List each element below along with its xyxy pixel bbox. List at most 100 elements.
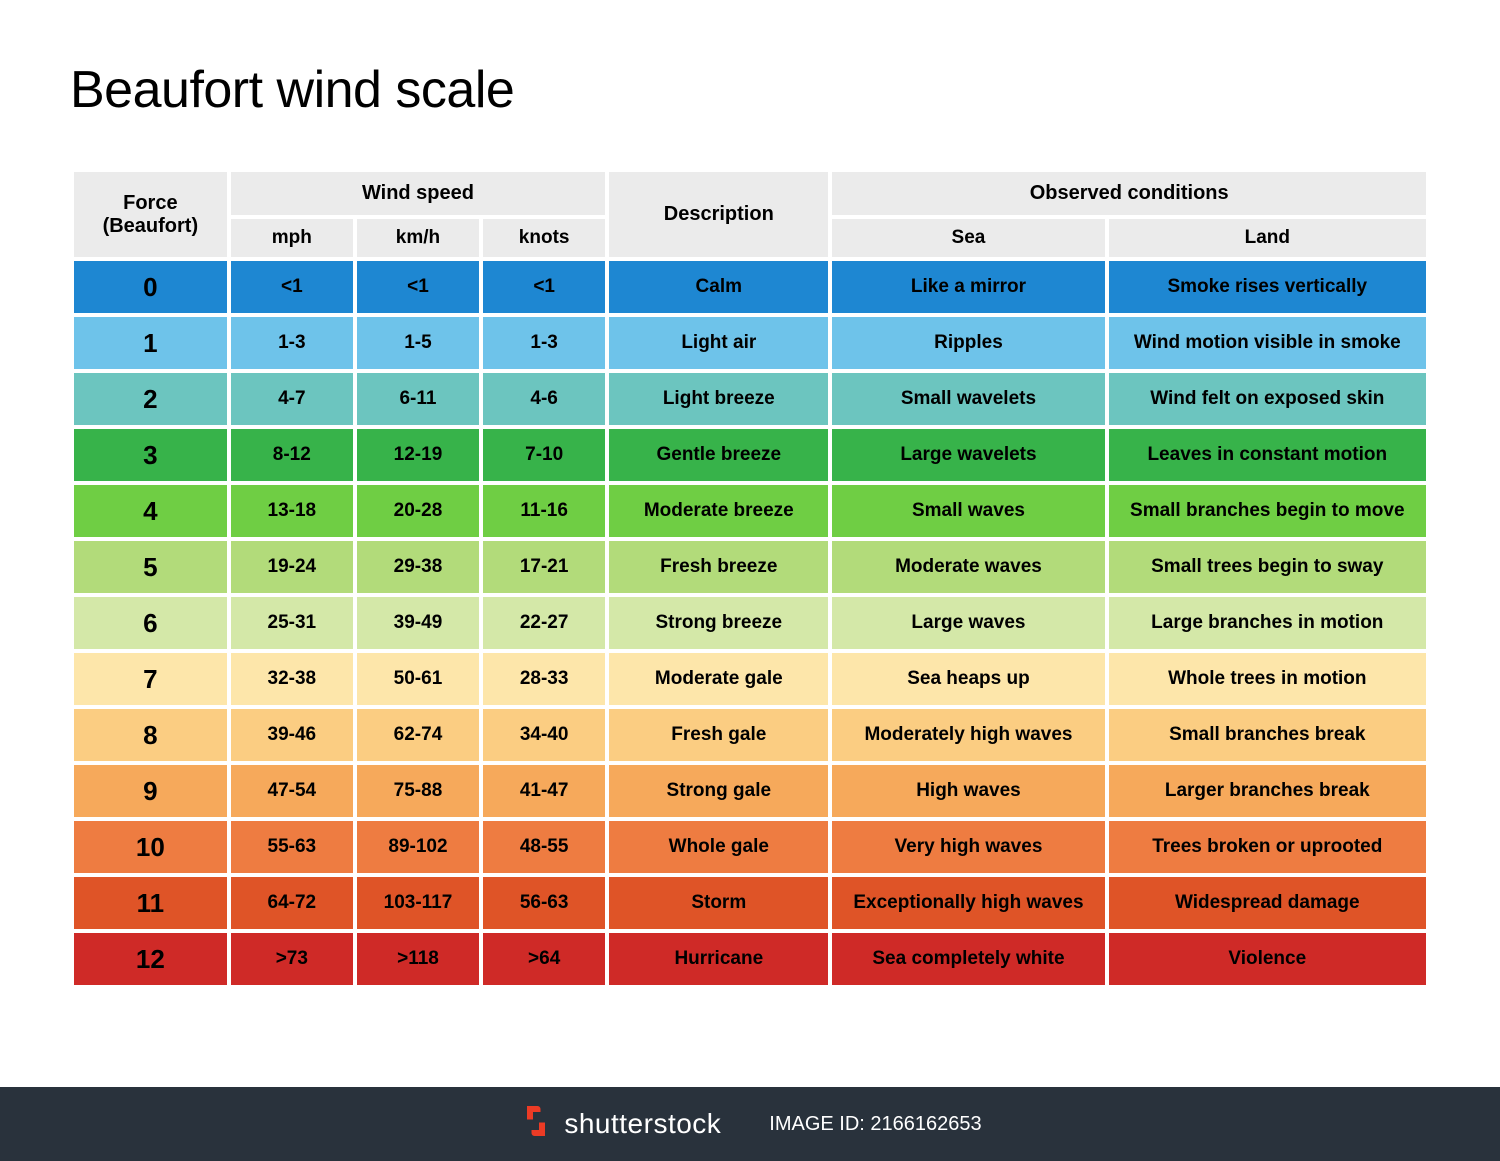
table-row: 947-5475-8841-47Strong galeHigh wavesLar… bbox=[74, 765, 1426, 817]
cell-land: Large branches in motion bbox=[1109, 597, 1426, 649]
cell-mph: >73 bbox=[231, 933, 353, 985]
cell-kmh: 89-102 bbox=[357, 821, 479, 873]
cell-desc: Fresh breeze bbox=[609, 541, 828, 593]
table-row: 839-4662-7434-40Fresh galeModerately hig… bbox=[74, 709, 1426, 761]
shutterstock-icon bbox=[518, 1103, 554, 1146]
cell-kmh: 12-19 bbox=[357, 429, 479, 481]
cell-mph: 25-31 bbox=[231, 597, 353, 649]
cell-desc: Storm bbox=[609, 877, 828, 929]
cell-land: Larger branches break bbox=[1109, 765, 1426, 817]
cell-desc: Light breeze bbox=[609, 373, 828, 425]
cell-sea: Small wavelets bbox=[832, 373, 1104, 425]
table-row: 24-76-114-6Light breezeSmall waveletsWin… bbox=[74, 373, 1426, 425]
beaufort-table: Force (Beaufort) Wind speed Description … bbox=[70, 168, 1430, 989]
cell-kmh: <1 bbox=[357, 261, 479, 313]
cell-knots: 41-47 bbox=[483, 765, 605, 817]
cell-land: Small trees begin to sway bbox=[1109, 541, 1426, 593]
cell-mph: <1 bbox=[231, 261, 353, 313]
col-header-knots: knots bbox=[483, 219, 605, 257]
cell-force: 4 bbox=[74, 485, 227, 537]
col-header-land: Land bbox=[1109, 219, 1426, 257]
cell-desc: Gentle breeze bbox=[609, 429, 828, 481]
cell-knots: 48-55 bbox=[483, 821, 605, 873]
cell-knots: 34-40 bbox=[483, 709, 605, 761]
cell-force: 8 bbox=[74, 709, 227, 761]
table-row: 625-3139-4922-27Strong breezeLarge waves… bbox=[74, 597, 1426, 649]
cell-mph: 47-54 bbox=[231, 765, 353, 817]
cell-kmh: 103-117 bbox=[357, 877, 479, 929]
cell-sea: Sea completely white bbox=[832, 933, 1104, 985]
cell-kmh: 29-38 bbox=[357, 541, 479, 593]
cell-desc: Moderate breeze bbox=[609, 485, 828, 537]
cell-kmh: 1-5 bbox=[357, 317, 479, 369]
cell-land: Violence bbox=[1109, 933, 1426, 985]
cell-mph: 1-3 bbox=[231, 317, 353, 369]
table-body: 0<1<1<1CalmLike a mirrorSmoke rises vert… bbox=[74, 261, 1426, 985]
table-row: 732-3850-6128-33Moderate galeSea heaps u… bbox=[74, 653, 1426, 705]
cell-force: 0 bbox=[74, 261, 227, 313]
cell-force: 10 bbox=[74, 821, 227, 873]
cell-force: 3 bbox=[74, 429, 227, 481]
cell-force: 12 bbox=[74, 933, 227, 985]
cell-desc: Light air bbox=[609, 317, 828, 369]
cell-sea: Exceptionally high waves bbox=[832, 877, 1104, 929]
table-header: Force (Beaufort) Wind speed Description … bbox=[74, 172, 1426, 257]
cell-kmh: 6-11 bbox=[357, 373, 479, 425]
cell-knots: 11-16 bbox=[483, 485, 605, 537]
cell-force: 1 bbox=[74, 317, 227, 369]
cell-knots: 7-10 bbox=[483, 429, 605, 481]
col-header-sea: Sea bbox=[832, 219, 1104, 257]
cell-knots: <1 bbox=[483, 261, 605, 313]
cell-desc: Hurricane bbox=[609, 933, 828, 985]
footer-bar: shutterstock IMAGE ID: 2166162653 bbox=[0, 1087, 1500, 1161]
cell-knots: 22-27 bbox=[483, 597, 605, 649]
cell-desc: Strong gale bbox=[609, 765, 828, 817]
cell-mph: 4-7 bbox=[231, 373, 353, 425]
table-row: 413-1820-2811-16Moderate breezeSmall wav… bbox=[74, 485, 1426, 537]
table-row: 0<1<1<1CalmLike a mirrorSmoke rises vert… bbox=[74, 261, 1426, 313]
cell-mph: 55-63 bbox=[231, 821, 353, 873]
table-row: 12>73>118>64HurricaneSea completely whit… bbox=[74, 933, 1426, 985]
cell-land: Trees broken or uprooted bbox=[1109, 821, 1426, 873]
cell-mph: 39-46 bbox=[231, 709, 353, 761]
cell-desc: Whole gale bbox=[609, 821, 828, 873]
cell-sea: Ripples bbox=[832, 317, 1104, 369]
cell-sea: High waves bbox=[832, 765, 1104, 817]
col-group-windspeed: Wind speed bbox=[231, 172, 606, 215]
cell-kmh: 62-74 bbox=[357, 709, 479, 761]
cell-sea: Large waves bbox=[832, 597, 1104, 649]
col-group-observed: Observed conditions bbox=[832, 172, 1426, 215]
cell-mph: 13-18 bbox=[231, 485, 353, 537]
cell-mph: 64-72 bbox=[231, 877, 353, 929]
cell-force: 9 bbox=[74, 765, 227, 817]
cell-land: Widespread damage bbox=[1109, 877, 1426, 929]
cell-land: Wind felt on exposed skin bbox=[1109, 373, 1426, 425]
col-header-force: Force (Beaufort) bbox=[74, 172, 227, 257]
cell-force: 11 bbox=[74, 877, 227, 929]
page-container: Beaufort wind scale Force (Beaufort) Win… bbox=[0, 0, 1500, 989]
cell-desc: Moderate gale bbox=[609, 653, 828, 705]
cell-sea: Sea heaps up bbox=[832, 653, 1104, 705]
table-row: 38-1212-197-10Gentle breezeLarge wavelet… bbox=[74, 429, 1426, 481]
cell-kmh: 39-49 bbox=[357, 597, 479, 649]
cell-land: Small branches break bbox=[1109, 709, 1426, 761]
col-header-kmh: km/h bbox=[357, 219, 479, 257]
cell-kmh: 20-28 bbox=[357, 485, 479, 537]
cell-sea: Large wavelets bbox=[832, 429, 1104, 481]
cell-force: 7 bbox=[74, 653, 227, 705]
table-row: 519-2429-3817-21Fresh breezeModerate wav… bbox=[74, 541, 1426, 593]
brand-logo: shutterstock bbox=[518, 1103, 721, 1146]
table-row: 1164-72103-11756-63StormExceptionally hi… bbox=[74, 877, 1426, 929]
cell-sea: Small waves bbox=[832, 485, 1104, 537]
cell-sea: Moderate waves bbox=[832, 541, 1104, 593]
cell-sea: Very high waves bbox=[832, 821, 1104, 873]
page-title: Beaufort wind scale bbox=[70, 60, 1430, 120]
cell-desc: Calm bbox=[609, 261, 828, 313]
cell-knots: 1-3 bbox=[483, 317, 605, 369]
cell-knots: 28-33 bbox=[483, 653, 605, 705]
cell-desc: Strong breeze bbox=[609, 597, 828, 649]
brand-name: shutterstock bbox=[564, 1108, 721, 1140]
cell-mph: 19-24 bbox=[231, 541, 353, 593]
cell-force: 6 bbox=[74, 597, 227, 649]
cell-knots: 56-63 bbox=[483, 877, 605, 929]
